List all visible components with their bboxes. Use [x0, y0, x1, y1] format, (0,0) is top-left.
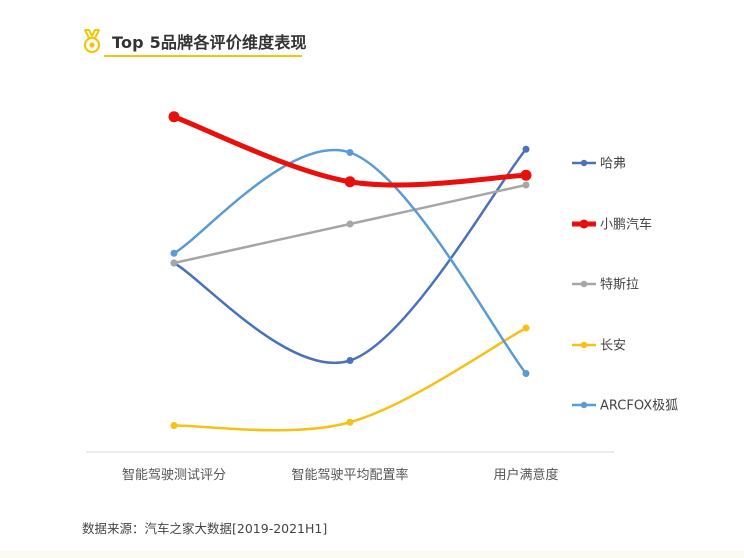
legend-item: 小鹏汽车: [572, 217, 652, 233]
data-point-s5-3: [522, 370, 530, 377]
legend-item: 长安: [572, 339, 626, 354]
x-axis-labels: 智能驾驶测试评分 智能驾驶平均配置率 用户满意度: [122, 467, 559, 483]
legend-swatch-dot: [580, 341, 588, 349]
series-lines: [171, 114, 529, 432]
data-point-s3-1: [170, 259, 178, 267]
x-tick-label: 智能驾驶测试评分: [122, 468, 226, 483]
data-point-s4-2: [346, 418, 354, 426]
data-point-s3-2: [346, 220, 354, 228]
series-line-4: [172, 326, 528, 432]
legend-label: ARCFOX极狐: [600, 399, 678, 414]
legend-swatch-dot: [579, 219, 589, 229]
data-point-s3-3: [522, 181, 530, 189]
series-points: [168, 111, 532, 429]
title-underline: [104, 55, 302, 57]
x-tick-label: 用户满意度: [493, 467, 558, 483]
data-point-s5-2: [346, 149, 354, 156]
data-point-s2-3: [520, 169, 532, 181]
data-point-s1-2: [346, 357, 354, 364]
legend-label: 长安: [600, 339, 626, 354]
legend-label: 哈弗: [600, 157, 626, 172]
data-point-s2-2: [344, 176, 356, 188]
bottom-band: [0, 550, 744, 558]
legend-item: 哈弗: [572, 157, 626, 172]
legend-item: 特斯拉: [572, 278, 639, 293]
chart-title: Top 5品牌各评价维度表现: [112, 33, 307, 52]
legend-label: 小鹏汽车: [600, 217, 652, 233]
legend-label: 特斯拉: [600, 278, 639, 293]
data-point-s4-1: [170, 422, 178, 429]
data-point-s5-1: [170, 249, 178, 257]
legend-swatch-dot: [580, 159, 588, 167]
data-source-note: 数据来源：汽车之家大数据[2019-2021H1]: [82, 521, 328, 536]
legend-swatch-dot: [580, 280, 588, 288]
data-point-s2-1: [168, 111, 180, 123]
legend-item: ARCFOX极狐: [572, 399, 678, 414]
legend-swatch-dot: [580, 401, 588, 409]
chart-header: Top 5品牌各评价维度表现: [80, 28, 307, 54]
medal-icon: [83, 29, 101, 54]
data-point-s4-3: [522, 324, 530, 332]
x-tick-label: 智能驾驶平均配置率: [291, 467, 408, 483]
data-point-s1-3: [522, 145, 530, 153]
